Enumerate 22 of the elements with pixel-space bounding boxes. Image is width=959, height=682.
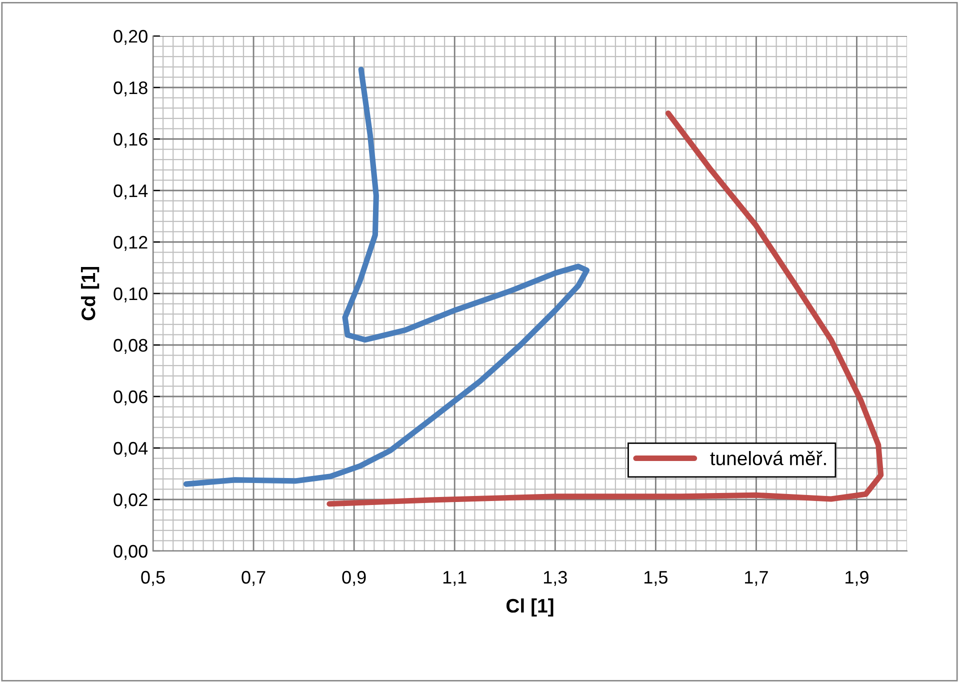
x-tick-label: 1,1 — [443, 571, 466, 586]
y-tick-label: 0,00 — [114, 544, 148, 560]
x-tick-label: 1,5 — [644, 571, 668, 586]
x-tick-label: 1,7 — [745, 571, 768, 586]
y-tick-label: 0,02 — [114, 493, 148, 508]
x-tick-label: 1,9 — [846, 570, 868, 586]
y-tick-label: 0,14 — [114, 184, 148, 200]
y-tick-label: 0,08 — [114, 338, 148, 354]
legend-label: tunelová měř. — [710, 450, 826, 466]
y-tick-label: 0,12 — [114, 236, 148, 251]
y-tick-label: 0,06 — [114, 390, 148, 406]
x-tick-label: 1,3 — [544, 570, 567, 586]
y-tick-label: 0,04 — [114, 442, 148, 457]
x-tick-label: 0,7 — [242, 570, 266, 586]
x-tick-label: 0,5 — [141, 570, 165, 586]
x-tick-label: 0,9 — [342, 570, 366, 586]
x-axis-title: Cl [1] — [506, 598, 554, 617]
y-tick-label: 0,18 — [114, 81, 148, 96]
y-axis-title: Cd [1] — [80, 267, 100, 320]
y-tick-label: 0,16 — [114, 132, 148, 148]
y-tick-label: 0,20 — [114, 30, 148, 45]
y-tick-label: 0,10 — [114, 287, 148, 302]
